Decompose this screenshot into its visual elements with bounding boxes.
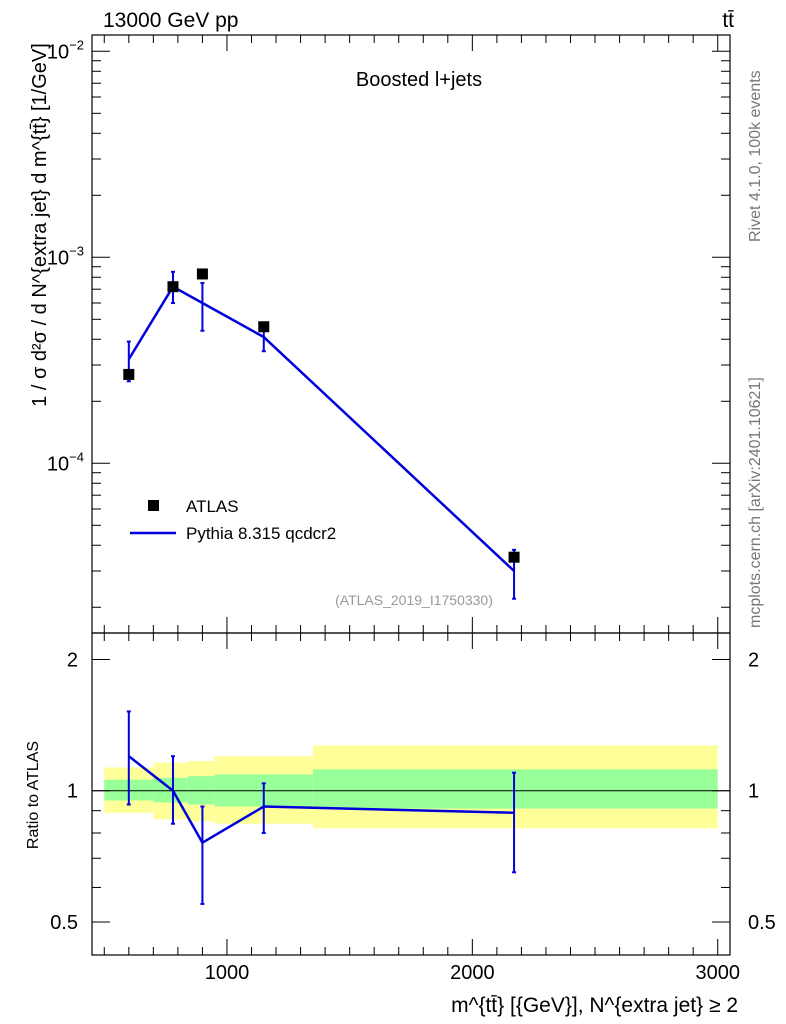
x-tick-label: 2000: [450, 962, 495, 984]
reference-label: (ATLAS_2019_I1750330): [335, 592, 493, 608]
legend-marker-atlas: [148, 500, 159, 511]
data-point: [196, 268, 208, 280]
main-y-axis-label: 1 / σ d²σ / d N^{extra jet} d m^{tt̄} [1…: [29, 43, 51, 407]
process-label: tt̄: [722, 9, 734, 32]
ratio-y-tick-label-left: 0.5: [50, 912, 78, 934]
main-frame: [91, 34, 731, 634]
ratio-y-tick-label-right: 1: [748, 781, 759, 803]
ratio-y-tick-label-left: 1: [67, 781, 78, 803]
y-tick-label: 10−3: [47, 243, 84, 269]
main-panel: 10−4 10−3 10−2 Boosted l+jets (ATLAS_2019_…: [29, 34, 731, 634]
x-tick-label: 3000: [695, 962, 740, 984]
data-point: [123, 368, 135, 380]
main-axis-ticks: [92, 35, 730, 633]
ratio-y-tick-label-left: 2: [67, 649, 78, 671]
data-point: [167, 281, 179, 293]
ratio-tick-labels: 0.5 0.5 1 1 2 2 1000 2000 3000: [50, 649, 776, 984]
chart-title: Boosted l+jets: [356, 69, 482, 91]
main-y-tick-labels: 10−4 10−3 10−2: [47, 37, 84, 475]
data-point: [258, 321, 270, 333]
legend: ATLAS Pythia 8.315 qcdcr2: [130, 497, 336, 543]
mc-error-bars: [126, 270, 517, 600]
ratio-y-tick-label-right: 2: [748, 649, 759, 671]
ratio-y-tick-label-right: 0.5: [748, 912, 776, 934]
energy-label: 13000 GeV pp: [103, 9, 238, 32]
x-axis-label: m^{tt̄} [{GeV}], N^{extra jet} ≥ 2: [451, 994, 738, 1017]
y-tick-label: 10−2: [47, 37, 84, 63]
uncertainty-bands: [104, 745, 718, 829]
ratio-y-axis-label: Ratio to ATLAS: [25, 741, 42, 849]
y-tick-label: 10−4: [47, 449, 84, 475]
ratio-axis-ticks: [92, 633, 730, 955]
legend-label-mc: Pythia 8.315 qcdcr2: [186, 524, 336, 543]
data-point: [508, 551, 520, 563]
mc-line: [127, 285, 515, 572]
data-markers: [123, 268, 520, 563]
stat-uncertainty-band: [312, 769, 718, 809]
ratio-line: [128, 755, 515, 845]
ratio-frame: [91, 632, 731, 956]
legend-label-atlas: ATLAS: [186, 497, 239, 516]
ratio-panel: 0.5 0.5 1 1 2 2 1000 2000 3000 Ratio to ATLAS m^…: [25, 632, 776, 1017]
mcplots-label: mcplots.cern.ch [arXiv:2401.10621]: [747, 377, 764, 628]
rivet-label: Rivet 4.1.0, 100k events: [747, 70, 764, 242]
x-tick-label: 1000: [205, 962, 250, 984]
